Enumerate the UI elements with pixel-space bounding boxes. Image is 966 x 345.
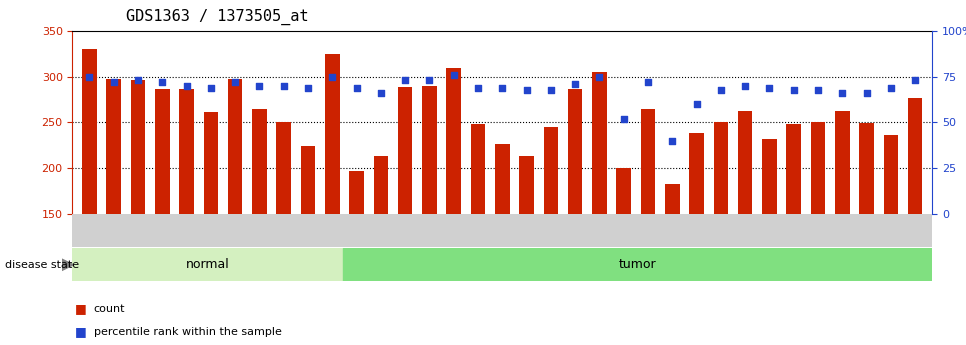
Point: [835, 90, 850, 96]
Bar: [690, 134, 704, 214]
Bar: [470, 124, 485, 214]
Point: [155, 79, 170, 85]
Text: ■: ■: [74, 302, 86, 315]
Bar: [422, 86, 437, 214]
Bar: [106, 79, 121, 214]
Bar: [228, 79, 242, 214]
Bar: [325, 54, 340, 214]
Point: [786, 87, 802, 92]
Bar: [884, 135, 898, 214]
Bar: [155, 89, 170, 214]
Text: count: count: [94, 304, 126, 314]
Point: [349, 85, 364, 90]
Point: [325, 74, 340, 80]
Bar: [568, 89, 582, 214]
Bar: [300, 146, 315, 214]
Point: [276, 83, 292, 89]
Bar: [252, 109, 267, 214]
Bar: [130, 79, 145, 214]
Bar: [762, 139, 777, 214]
Bar: [72, 248, 343, 281]
Bar: [343, 248, 932, 281]
Bar: [276, 121, 291, 214]
Bar: [446, 68, 461, 214]
Bar: [714, 122, 728, 214]
Point: [82, 74, 98, 80]
Point: [373, 90, 388, 96]
Bar: [640, 109, 655, 214]
Text: tumor: tumor: [618, 258, 656, 271]
Bar: [835, 111, 850, 214]
Bar: [520, 156, 534, 214]
Point: [762, 85, 778, 90]
Bar: [204, 111, 218, 214]
Bar: [544, 127, 558, 214]
Point: [203, 85, 218, 90]
Point: [616, 116, 632, 121]
Bar: [82, 49, 97, 214]
Bar: [616, 168, 631, 214]
Text: normal: normal: [185, 258, 230, 271]
Bar: [398, 87, 412, 214]
Text: ■: ■: [74, 325, 86, 338]
Point: [713, 87, 728, 92]
Bar: [180, 89, 194, 214]
Bar: [350, 171, 364, 214]
Text: disease state: disease state: [5, 260, 79, 270]
Point: [106, 79, 122, 85]
Bar: [592, 72, 607, 214]
Point: [397, 78, 412, 83]
Point: [810, 87, 826, 92]
Bar: [786, 124, 801, 214]
Point: [446, 72, 462, 78]
Bar: [860, 124, 874, 214]
Point: [495, 85, 510, 90]
Text: GDS1363 / 1373505_at: GDS1363 / 1373505_at: [126, 9, 308, 25]
Point: [665, 138, 680, 144]
Bar: [495, 145, 510, 214]
Point: [737, 83, 753, 89]
Point: [252, 83, 268, 89]
Text: percentile rank within the sample: percentile rank within the sample: [94, 327, 281, 337]
Point: [640, 79, 656, 85]
Point: [883, 85, 898, 90]
Bar: [665, 184, 680, 214]
Point: [543, 87, 558, 92]
Point: [130, 78, 146, 83]
Bar: [374, 156, 388, 214]
Point: [689, 101, 704, 107]
Point: [519, 87, 534, 92]
Point: [227, 79, 242, 85]
Point: [592, 74, 608, 80]
Point: [470, 85, 486, 90]
Polygon shape: [62, 259, 73, 270]
Bar: [738, 111, 753, 214]
Bar: [810, 121, 825, 214]
Point: [179, 83, 194, 89]
Point: [422, 78, 438, 83]
Bar: [908, 98, 923, 214]
Point: [907, 78, 923, 83]
Point: [567, 81, 582, 87]
Point: [300, 85, 316, 90]
Point: [859, 90, 874, 96]
